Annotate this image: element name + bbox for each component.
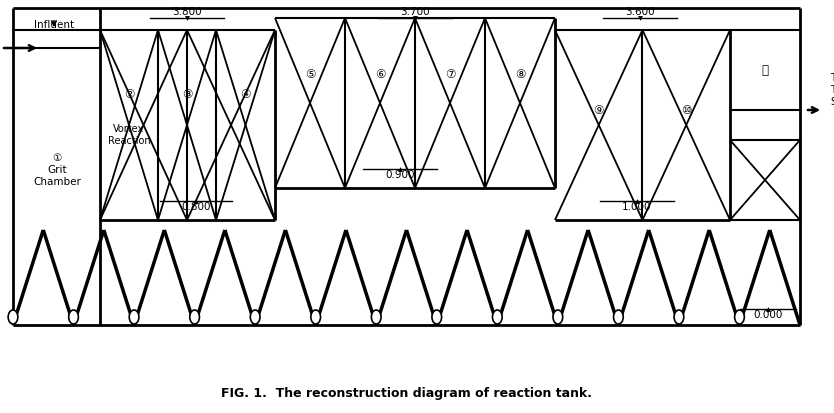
Text: 1.000: 1.000 [622, 202, 651, 212]
Text: ⑨: ⑨ [594, 104, 604, 116]
Text: 3.800: 3.800 [172, 7, 202, 17]
Text: ②: ② [123, 88, 134, 102]
Ellipse shape [735, 310, 744, 324]
Ellipse shape [553, 310, 563, 324]
Text: To the
Transition
Section: To the Transition Section [830, 74, 834, 107]
Text: ⑤: ⑤ [304, 69, 315, 81]
Text: ③: ③ [182, 88, 193, 102]
Text: ④: ④ [239, 88, 250, 102]
Text: 0.800: 0.800 [181, 202, 211, 212]
Ellipse shape [8, 310, 18, 324]
Text: Influent: Influent [34, 20, 74, 30]
Ellipse shape [190, 310, 199, 324]
Text: ⑧: ⑧ [515, 69, 525, 81]
Text: ①
Grit
Chamber: ① Grit Chamber [33, 153, 81, 187]
Ellipse shape [614, 310, 623, 324]
Ellipse shape [68, 310, 78, 324]
Ellipse shape [492, 310, 502, 324]
Ellipse shape [250, 310, 260, 324]
Text: 3.600: 3.600 [626, 7, 655, 17]
Text: 0.900: 0.900 [385, 170, 414, 180]
Text: ⑥: ⑥ [374, 69, 385, 81]
Ellipse shape [129, 310, 139, 324]
Ellipse shape [311, 310, 320, 324]
Ellipse shape [674, 310, 684, 324]
Text: 3.700: 3.700 [400, 7, 430, 17]
Text: FIG. 1.  The reconstruction diagram of reaction tank.: FIG. 1. The reconstruction diagram of re… [222, 387, 592, 399]
Ellipse shape [371, 310, 381, 324]
Text: ⑩: ⑩ [681, 104, 691, 116]
Text: ⑪: ⑪ [761, 64, 768, 76]
Text: ⑦: ⑦ [445, 69, 455, 81]
Text: Vortex
Reaction: Vortex Reaction [108, 124, 150, 146]
Ellipse shape [432, 310, 442, 324]
Text: 0.000: 0.000 [753, 310, 782, 320]
